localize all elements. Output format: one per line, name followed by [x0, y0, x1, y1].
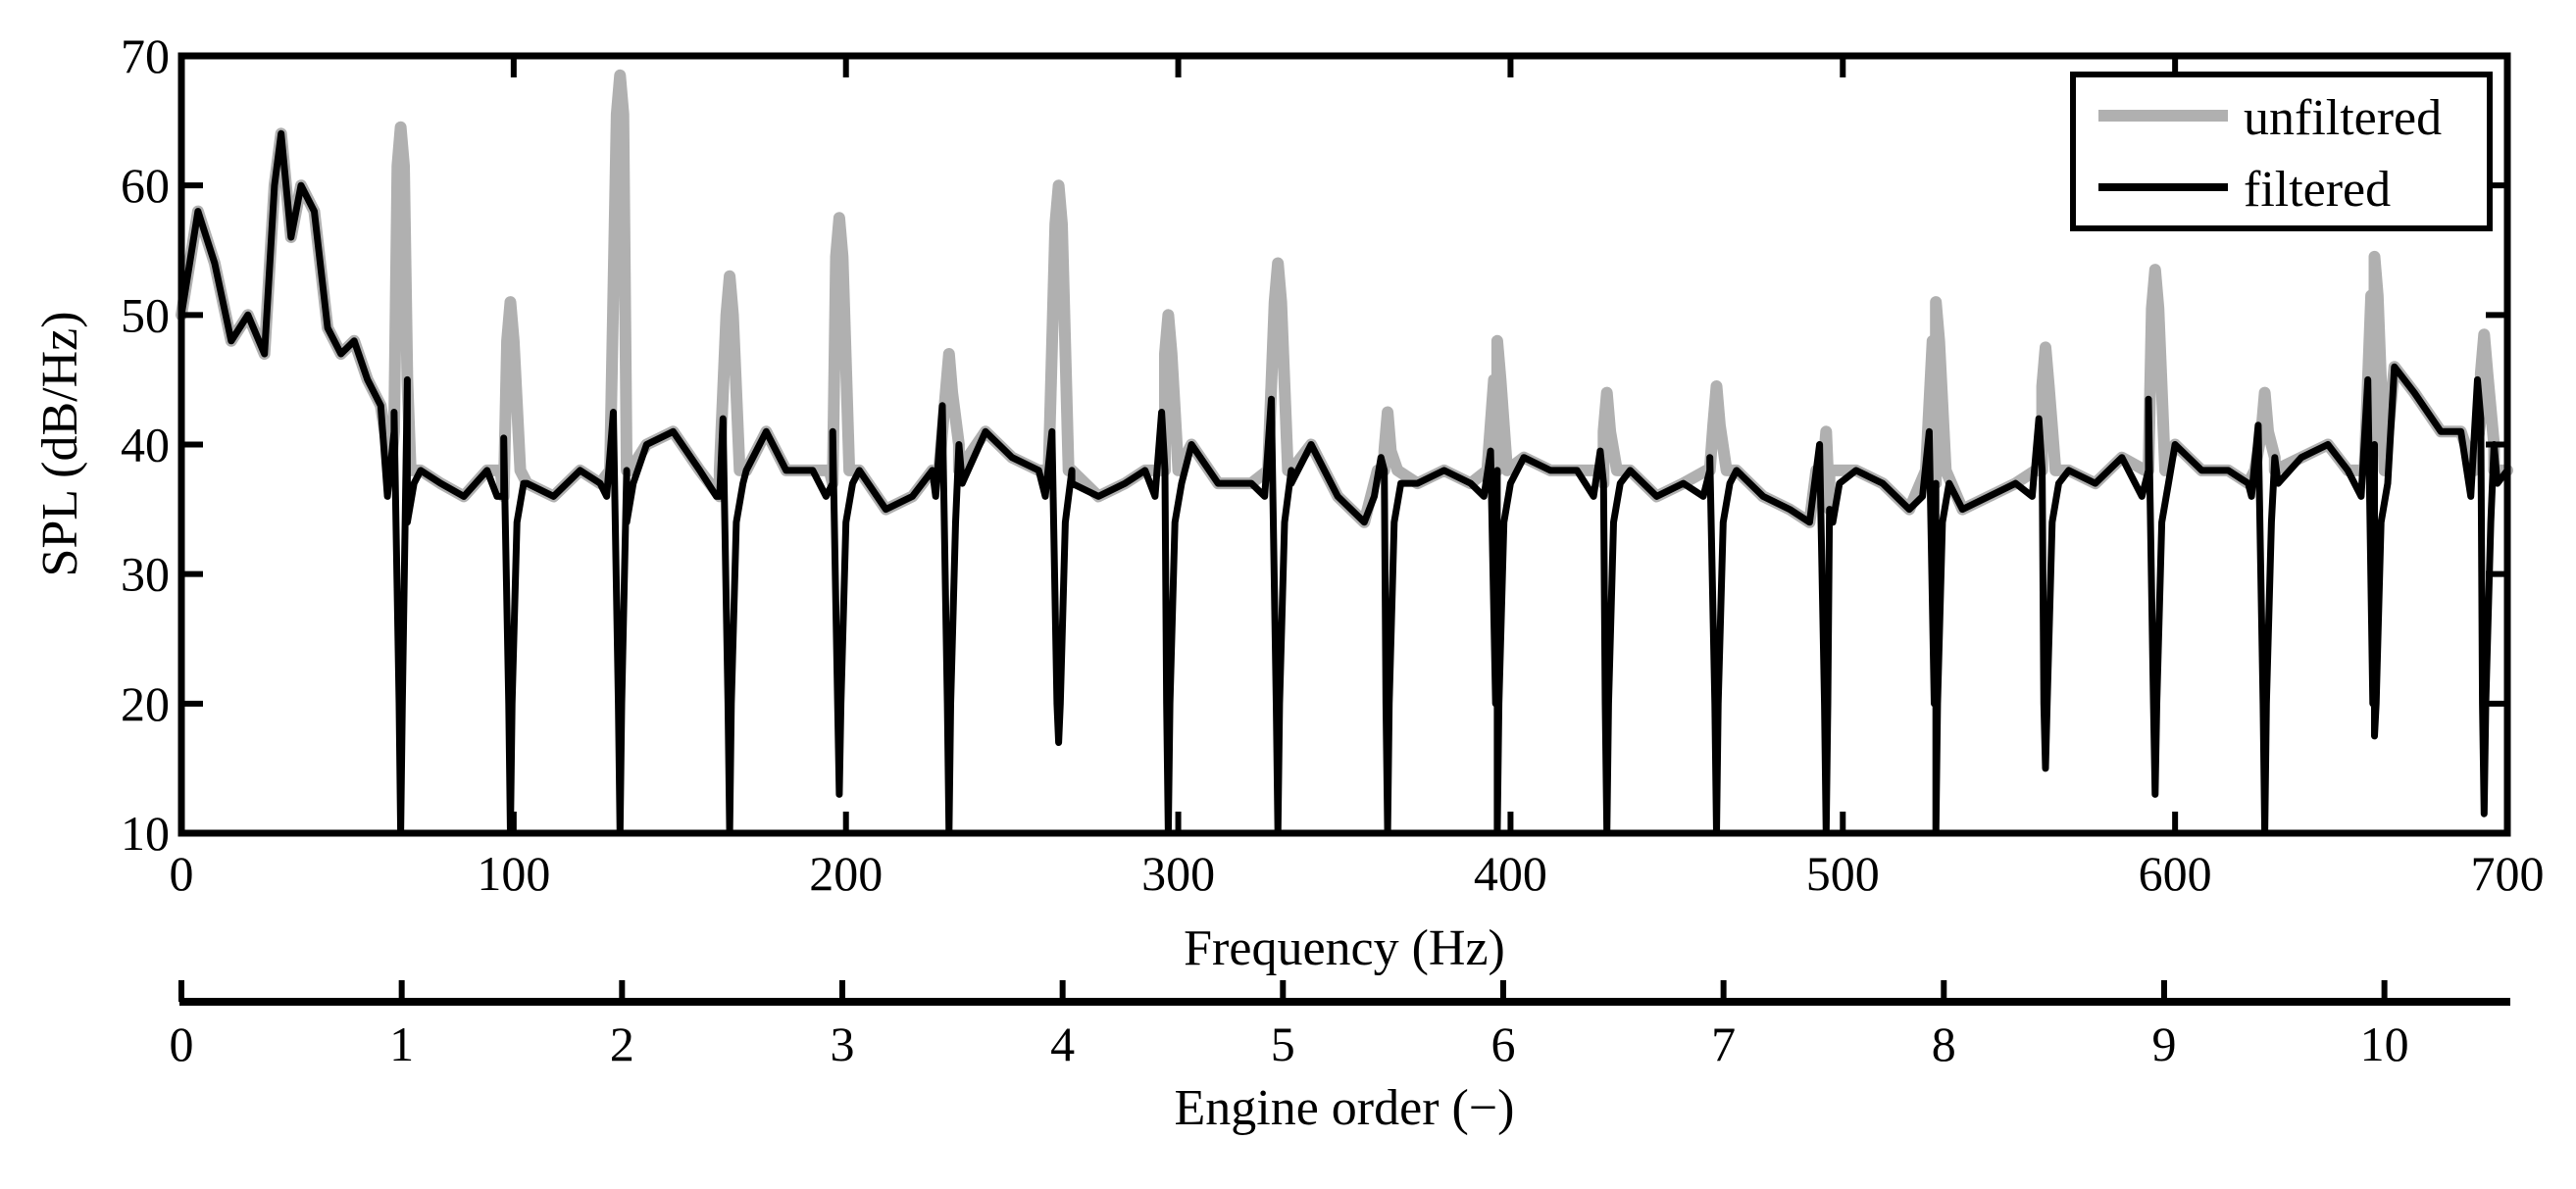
x-tick-label: 300	[1141, 846, 1215, 901]
order-tick-label: 5	[1271, 1016, 1295, 1071]
series-filtered-line	[177, 129, 2511, 837]
order-tick-label: 4	[1050, 1016, 1075, 1071]
x-tick-label: 700	[2471, 846, 2545, 901]
order-tick-label: 10	[2360, 1016, 2409, 1071]
y-tick-label: 60	[121, 158, 170, 213]
y-tick-label: 20	[121, 676, 170, 731]
x-tick-label: 0	[170, 846, 194, 901]
x-tick-label: 400	[1474, 846, 1547, 901]
series-filtered-path	[177, 129, 2511, 837]
x-tick-label: 200	[809, 846, 883, 901]
secondary-axis: 0 1 2 3 4 5 6 7 8 9 10 Engine order (−)	[170, 980, 2510, 1136]
order-tick-label: 3	[830, 1016, 854, 1071]
x-axis-ticks: 0 100 200 300 400 500 600 700	[170, 56, 2545, 901]
secondary-axis-label: Engine order (−)	[1175, 1080, 1515, 1136]
order-tick-label: 1	[389, 1016, 414, 1071]
legend-label-filtered: filtered	[2244, 162, 2391, 218]
y-tick-label: 40	[121, 418, 170, 472]
order-tick-label: 6	[1490, 1016, 1515, 1071]
order-tick-label: 0	[170, 1016, 194, 1071]
x-tick-label: 600	[2139, 846, 2212, 901]
y-tick-label: 30	[121, 547, 170, 602]
y-axis-ticks: 10 20 30 40 50 60 70	[121, 28, 2507, 861]
order-tick-label: 9	[2151, 1016, 2176, 1071]
secondary-axis-ticks: 0 1 2 3 4 5 6 7 8 9 10	[170, 980, 2409, 1071]
order-tick-label: 7	[1711, 1016, 1736, 1071]
order-tick-label: 2	[610, 1016, 634, 1071]
y-tick-label: 50	[121, 287, 170, 342]
y-axis-label: SPL (dB/Hz)	[32, 311, 88, 576]
order-tick-label: 8	[1932, 1016, 1956, 1071]
legend-box	[2070, 72, 2493, 231]
y-tick-label: 70	[121, 28, 170, 83]
x-tick-label: 100	[477, 846, 550, 901]
y-tick-label: 10	[121, 806, 170, 861]
legend-label-unfiltered: unfiltered	[2244, 90, 2442, 146]
x-tick-label: 500	[1806, 846, 1880, 901]
x-axis-label: Frequency (Hz)	[1184, 920, 1505, 976]
legend: unfiltered filtered	[2070, 72, 2493, 231]
